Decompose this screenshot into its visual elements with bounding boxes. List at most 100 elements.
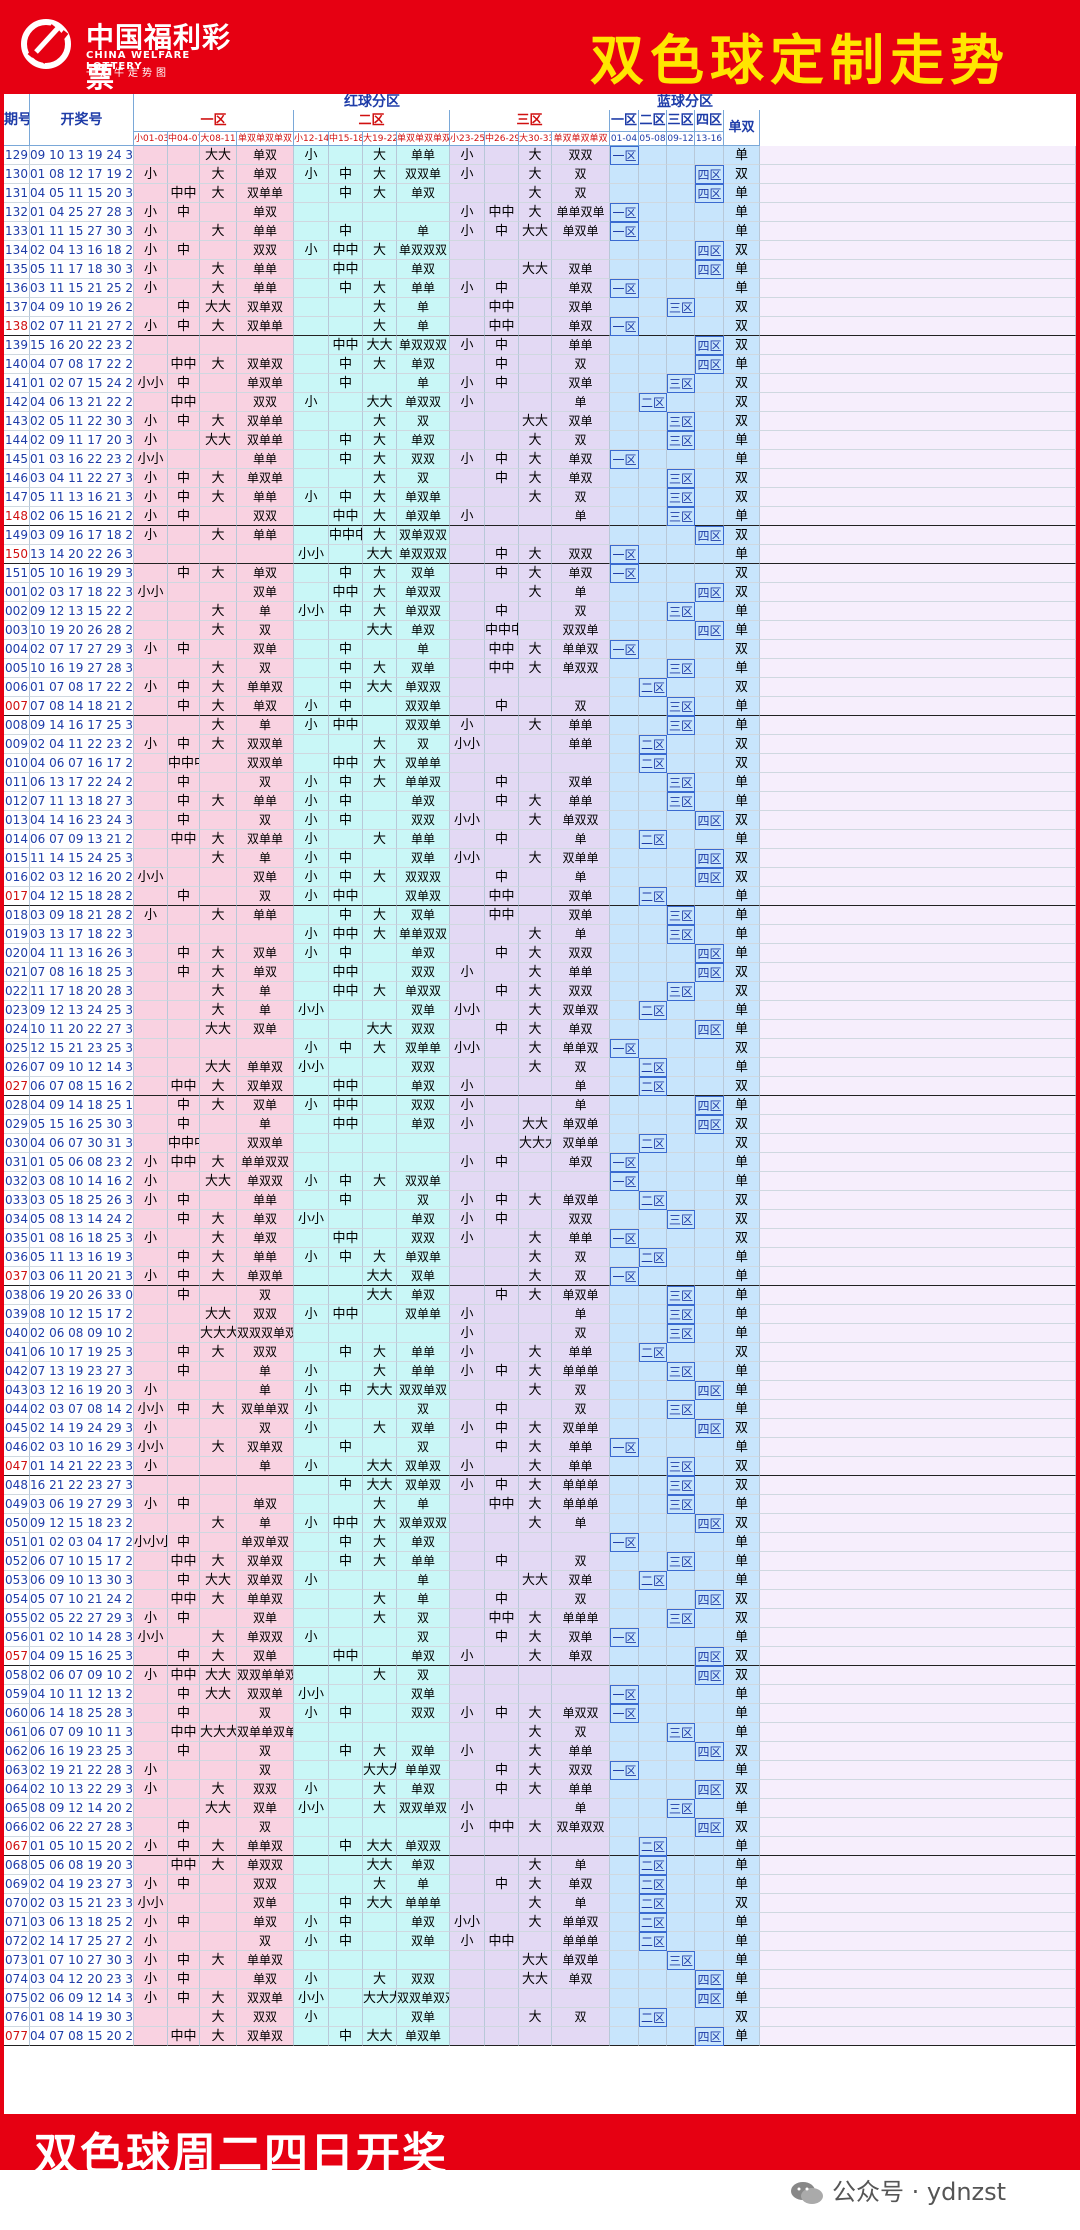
- table-cell: [397, 1951, 450, 1970]
- row-blue-zone: [610, 925, 639, 944]
- row-blue-zone: [639, 1172, 667, 1191]
- row-blue-zone: [695, 469, 724, 488]
- table-cell: [329, 146, 363, 165]
- row-blue-zone: [610, 849, 639, 868]
- table-cell: [294, 2027, 329, 2046]
- row-blue-zone: [639, 1647, 667, 1666]
- table-cell: 大: [200, 526, 237, 545]
- row-blue-zone: [667, 583, 695, 602]
- row-blue-zone: [610, 1590, 639, 1609]
- table-cell: 小: [294, 488, 329, 507]
- header-sub-10: 大30-33: [519, 132, 552, 146]
- table-cell: [519, 336, 552, 355]
- table-cell: 大大: [200, 1666, 237, 1685]
- table-cell: [450, 2008, 485, 2027]
- table-cell: 单双: [397, 184, 450, 203]
- table-cell: [294, 469, 329, 488]
- table-cell: [200, 1419, 237, 1438]
- table-cell: 双单: [237, 640, 294, 659]
- table-cell: 小: [134, 203, 168, 222]
- row-blue-zone: 四区: [695, 1096, 724, 1115]
- row-blue-zone: [667, 1001, 695, 1020]
- table-cell: 中: [329, 678, 363, 697]
- table-cell: [485, 260, 519, 279]
- table-cell: 小小: [450, 1001, 485, 1020]
- table-cell: [329, 317, 363, 336]
- table-cell: 中中: [485, 659, 519, 678]
- row-blue-zone: [695, 146, 724, 165]
- table-cell: 中中: [329, 716, 363, 735]
- row-blue-zone: [695, 982, 724, 1001]
- table-cell: [294, 374, 329, 393]
- table-cell: [363, 1191, 397, 1210]
- table-cell: 双双: [237, 1875, 294, 1894]
- table-cell: [450, 982, 485, 1001]
- table-cell: 双单双: [237, 1077, 294, 1096]
- table-cell: [450, 1533, 485, 1552]
- table-cell: 双单单双: [237, 1400, 294, 1419]
- table-cell: 中: [168, 1115, 200, 1134]
- table-cell: [363, 849, 397, 868]
- row-blue-zone: [667, 1077, 695, 1096]
- table-cell: 小: [450, 1153, 485, 1172]
- row-blue-zone: [639, 545, 667, 564]
- table-cell: [450, 583, 485, 602]
- header-banner: 中国福利彩票 CHINA WELFARE LOTTERY 一定牛走势图 双色球定…: [0, 0, 1080, 94]
- row-blue-zone: [610, 906, 639, 925]
- table-cell: 单双: [237, 203, 294, 222]
- row-draw-numbers: 06 09 10 13 30 33 07: [30, 1571, 134, 1590]
- table-cell: 单单单: [552, 1362, 610, 1381]
- row-blue-zone: [695, 1894, 724, 1913]
- table-cell: 中: [329, 184, 363, 203]
- table-cell: [168, 1894, 200, 1913]
- table-cell: 单: [237, 1362, 294, 1381]
- table-cell: 大: [519, 1609, 552, 1628]
- row-blue-zone: [610, 1818, 639, 1837]
- table-cell: 双双单单双: [237, 1666, 294, 1685]
- table-cell: 大: [200, 2027, 237, 2046]
- table-cell: 大: [519, 1362, 552, 1381]
- table-cell: 小: [294, 1514, 329, 1533]
- table-cell: 单单双: [237, 1590, 294, 1609]
- table-cell: [329, 1571, 363, 1590]
- table-cell: [485, 1343, 519, 1362]
- table-cell: [168, 336, 200, 355]
- table-cell: [519, 1552, 552, 1571]
- table-cell: 中: [485, 773, 519, 792]
- row-blue-zone: [695, 1153, 724, 1172]
- row-blue-zone: 四区: [695, 944, 724, 963]
- table-cell: [760, 564, 1076, 583]
- row-blue-zone: 四区: [695, 165, 724, 184]
- row-issue: 068: [4, 1856, 30, 1875]
- table-cell: [134, 1001, 168, 1020]
- table-cell: [200, 241, 237, 260]
- table-cell: 大: [200, 1647, 237, 1666]
- table-cell: [485, 1723, 519, 1742]
- table-cell: [760, 1533, 1076, 1552]
- row-issue: 150: [4, 545, 30, 564]
- table-cell: 单单: [552, 1229, 610, 1248]
- row-draw-numbers: 05 10 16 19 29 32 04: [30, 564, 134, 583]
- table-cell: 双单单: [237, 184, 294, 203]
- row-blue-zone: [639, 469, 667, 488]
- row-blue-zone: 三区: [667, 1324, 695, 1343]
- row-blue-zone: 二区: [639, 393, 667, 412]
- table-cell: 单双双双: [397, 336, 450, 355]
- table-cell: 大大: [363, 1020, 397, 1039]
- table-cell: [519, 317, 552, 336]
- table-cell: 小: [294, 1381, 329, 1400]
- row-draw-numbers: 04 05 11 15 20 32 13: [30, 184, 134, 203]
- table-cell: [760, 583, 1076, 602]
- table-cell: 大: [519, 1628, 552, 1647]
- row-blue-zone: [695, 1001, 724, 1020]
- row-blue-zone: [695, 1305, 724, 1324]
- table-cell: [363, 1210, 397, 1229]
- table-cell: 双双: [237, 2008, 294, 2027]
- table-cell: [294, 1267, 329, 1286]
- table-cell: 单: [724, 545, 760, 564]
- table-cell: [168, 1020, 200, 1039]
- row-blue-zone: [639, 811, 667, 830]
- row-blue-zone: 三区: [667, 431, 695, 450]
- row-draw-numbers: 04 06 07 30 31 33 06: [30, 1134, 134, 1153]
- table-cell: 双单双: [237, 1552, 294, 1571]
